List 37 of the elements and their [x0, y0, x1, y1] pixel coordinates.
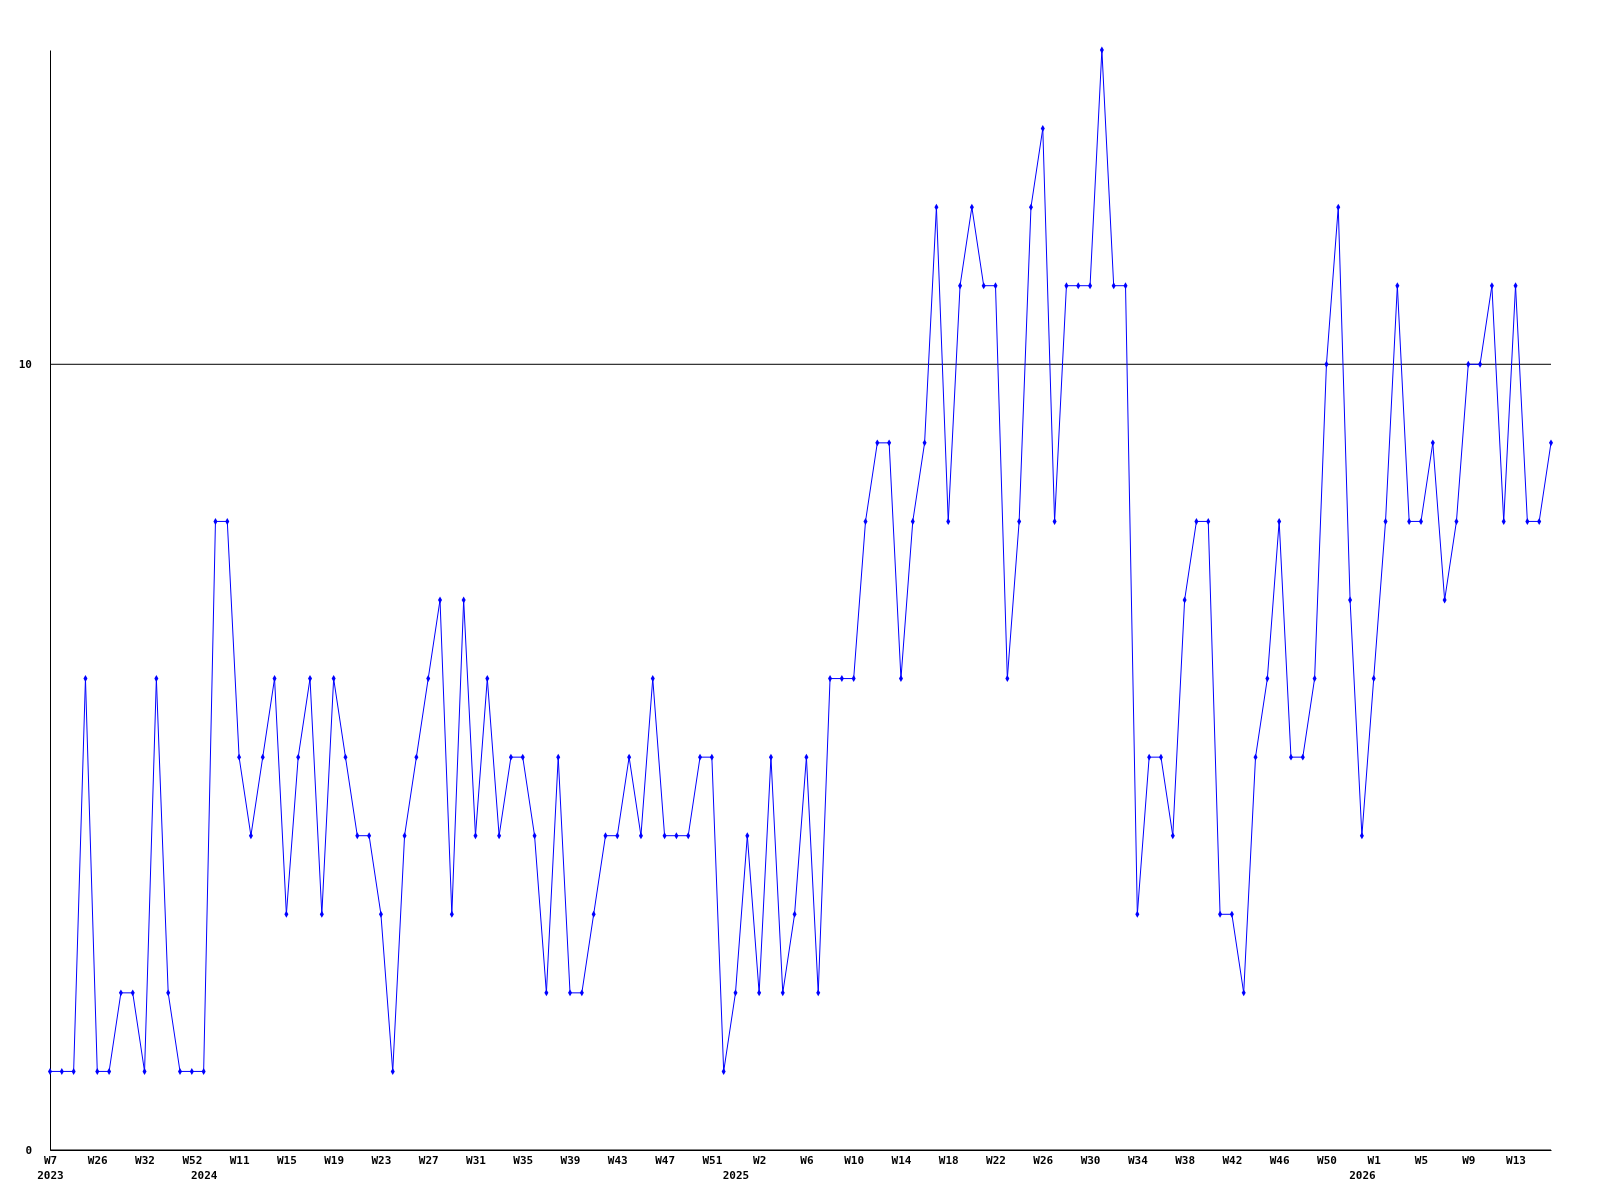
x-tick-label: W9 [1462, 1153, 1476, 1167]
x-tick-label: W23 [371, 1153, 392, 1167]
x-tick-label: W10 [844, 1153, 865, 1167]
x-tick-label: W35 [513, 1153, 534, 1167]
x-tick-label: W19 [324, 1153, 345, 1167]
x-tick-label: W50 [1317, 1153, 1337, 1167]
x-tick-label: W15 [276, 1153, 297, 1167]
x-tick-label: W52 [182, 1153, 203, 1167]
x-tick-label: W22 [986, 1153, 1006, 1167]
x-tick-label: W34 [1127, 1153, 1149, 1167]
x-tick-label: W43 [607, 1153, 628, 1167]
x-tick-label: W7 2023 [37, 1154, 64, 1182]
x-tick-label: W11 [229, 1153, 250, 1167]
x-tick-label: W39 [560, 1153, 581, 1167]
x-tick-label: 2024 [190, 1169, 218, 1182]
x-tick-label: 2025 [722, 1169, 750, 1182]
x-tick-label: W38 [1175, 1153, 1196, 1167]
x-tick-label: W2 [753, 1153, 767, 1167]
y-tick-label: 10 [18, 358, 32, 372]
x-tick-label: 2026 [1349, 1169, 1377, 1182]
x-tick-label: W26 [87, 1153, 109, 1167]
x-tick-label: W32 [135, 1153, 155, 1167]
x-tick-label: W1 [1367, 1153, 1382, 1167]
x-tick-label: W26 [1033, 1153, 1054, 1167]
x-tick-label: W47 [655, 1153, 676, 1167]
x-tick-label: W31 [466, 1153, 487, 1167]
x-tick-label: W42 [1222, 1153, 1243, 1167]
x-tick-label: W27 [418, 1153, 439, 1167]
x-tick-label: W14 [891, 1153, 912, 1167]
x-tick-label: W13 [1506, 1153, 1526, 1167]
x-tick-label: W46 [1269, 1153, 1290, 1167]
x-tick-label: W6 [800, 1153, 814, 1167]
x-tick-label: W51 [702, 1153, 723, 1167]
x-tick-label: W18 [938, 1153, 959, 1167]
x-tick-label: W5 [1414, 1153, 1429, 1167]
y-tick-label: 0 [25, 1144, 32, 1158]
x-tick-label: W30 [1080, 1153, 1101, 1167]
